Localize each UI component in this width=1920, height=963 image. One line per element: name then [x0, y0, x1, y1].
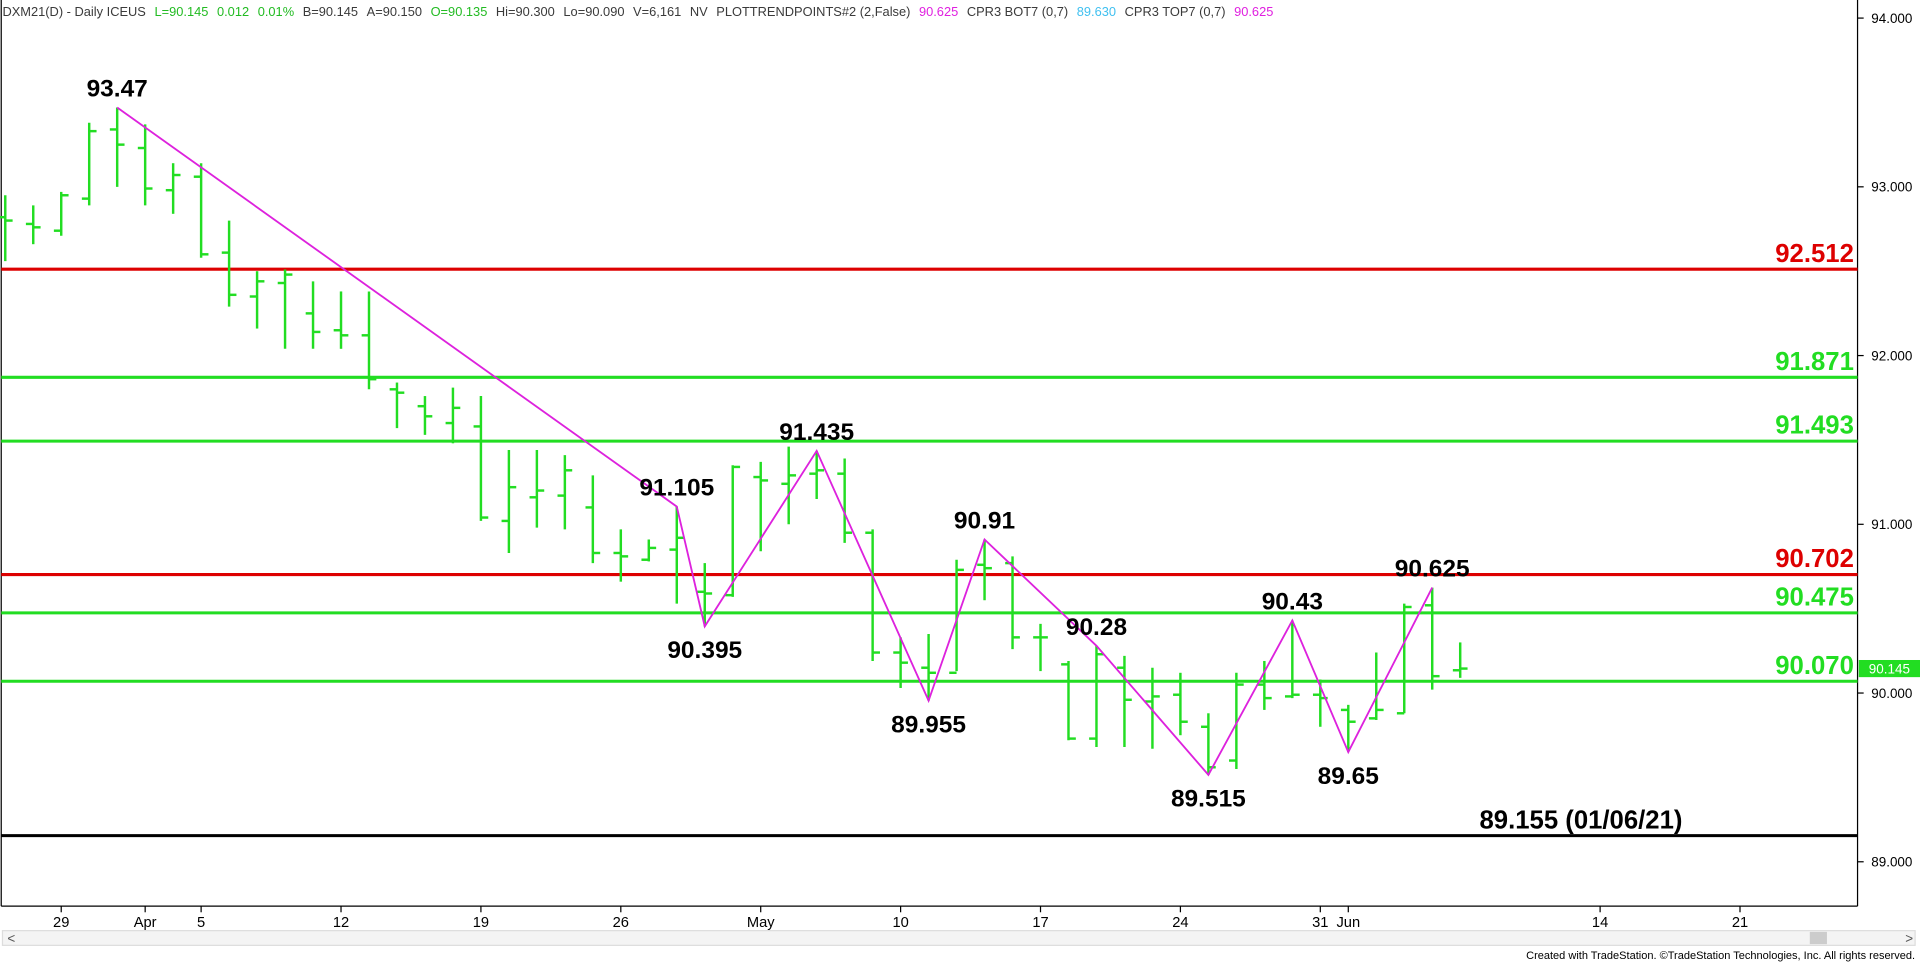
swing-label: 89.515 [1171, 786, 1246, 813]
header-item: L=90.145 [154, 4, 208, 19]
swing-label: 90.395 [667, 637, 742, 664]
scroll-right[interactable]: > [1905, 931, 1913, 946]
x-tick-label: 19 [473, 915, 489, 931]
header-item: CPR3 TOP7 (0,7) [1125, 4, 1226, 19]
y-tick-label: 89.000 [1871, 855, 1912, 870]
level-label: 91.871 [1775, 348, 1854, 376]
y-tick-label: 91.000 [1871, 517, 1912, 532]
header-item: DXM21(D) - Daily ICEUS [2, 4, 145, 19]
x-tick-label: 26 [613, 915, 629, 931]
header-item: CPR3 BOT7 (0,7) [967, 4, 1068, 19]
swing-label: 89.955 [891, 711, 966, 738]
level-label: 89.155 (01/06/21) [1480, 806, 1683, 834]
header-item: Hi=90.300 [496, 4, 555, 19]
y-tick-label: 90.000 [1871, 686, 1912, 701]
y-tick-label: 93.000 [1871, 180, 1912, 195]
header-item: B=90.145 [303, 4, 358, 19]
header-item: 90.625 [1234, 4, 1273, 19]
header-item: A=90.150 [367, 4, 422, 19]
swing-label: 90.625 [1395, 556, 1470, 583]
header-item: 89.630 [1077, 4, 1116, 19]
header-item: V=6,161 [633, 4, 681, 19]
x-tick-label: 12 [333, 915, 349, 931]
level-label: 92.512 [1775, 240, 1854, 268]
y-tick-label: 94.000 [1871, 11, 1912, 26]
header-item: 0.012 [217, 4, 249, 19]
header-item: 90.625 [919, 4, 958, 19]
swing-line [116, 106, 1434, 777]
footer: Created with TradeStation. ©TradeStation… [1526, 950, 1915, 962]
header-item: Lo=90.090 [563, 4, 624, 19]
header-item: 0.01% [258, 4, 294, 19]
swing-label: 91.435 [779, 419, 854, 446]
header-item: O=90.135 [431, 4, 488, 19]
swing-label: 90.91 [954, 507, 1015, 534]
x-tick-label: 21 [1732, 915, 1748, 931]
x-tick-label: 24 [1172, 915, 1188, 931]
swing-label: 90.28 [1066, 614, 1127, 641]
x-tick-label: May [747, 915, 775, 931]
header-item: PLOTTRENDPOINTS#2 (2,False) [716, 4, 910, 19]
x-tick-label: 14 [1592, 915, 1608, 931]
x-tick-label: Jun [1336, 915, 1360, 931]
swing-label: 90.43 [1262, 588, 1323, 615]
level-label: 91.493 [1775, 412, 1854, 440]
level-label: 90.475 [1775, 584, 1854, 612]
level-label: 90.070 [1775, 652, 1854, 680]
header-item: NV [690, 4, 708, 19]
level-label: 90.702 [1775, 545, 1854, 573]
scrollbar[interactable] [1, 930, 1916, 946]
last-price-label: 90.145 [1869, 661, 1910, 676]
swing-label: 93.47 [87, 75, 148, 102]
scroll-thumb[interactable] [1809, 931, 1827, 945]
scroll-left[interactable]: < [7, 931, 15, 946]
x-tick-label: Apr [134, 915, 157, 931]
swing-label: 89.65 [1318, 763, 1379, 790]
x-tick-label: 31 [1312, 915, 1328, 931]
last-price-tag [1858, 659, 1920, 678]
header: DXM21(D) - Daily ICEUS L=90.145 0.012 0.01%… [2, 4, 1273, 19]
swing-label: 91.105 [639, 475, 714, 502]
x-tick-label: 17 [1032, 915, 1048, 931]
x-tick-label: 5 [197, 915, 205, 931]
x-tick-label: 10 [892, 915, 908, 931]
y-tick-label: 92.000 [1871, 348, 1912, 363]
x-tick-label: 29 [53, 915, 69, 931]
